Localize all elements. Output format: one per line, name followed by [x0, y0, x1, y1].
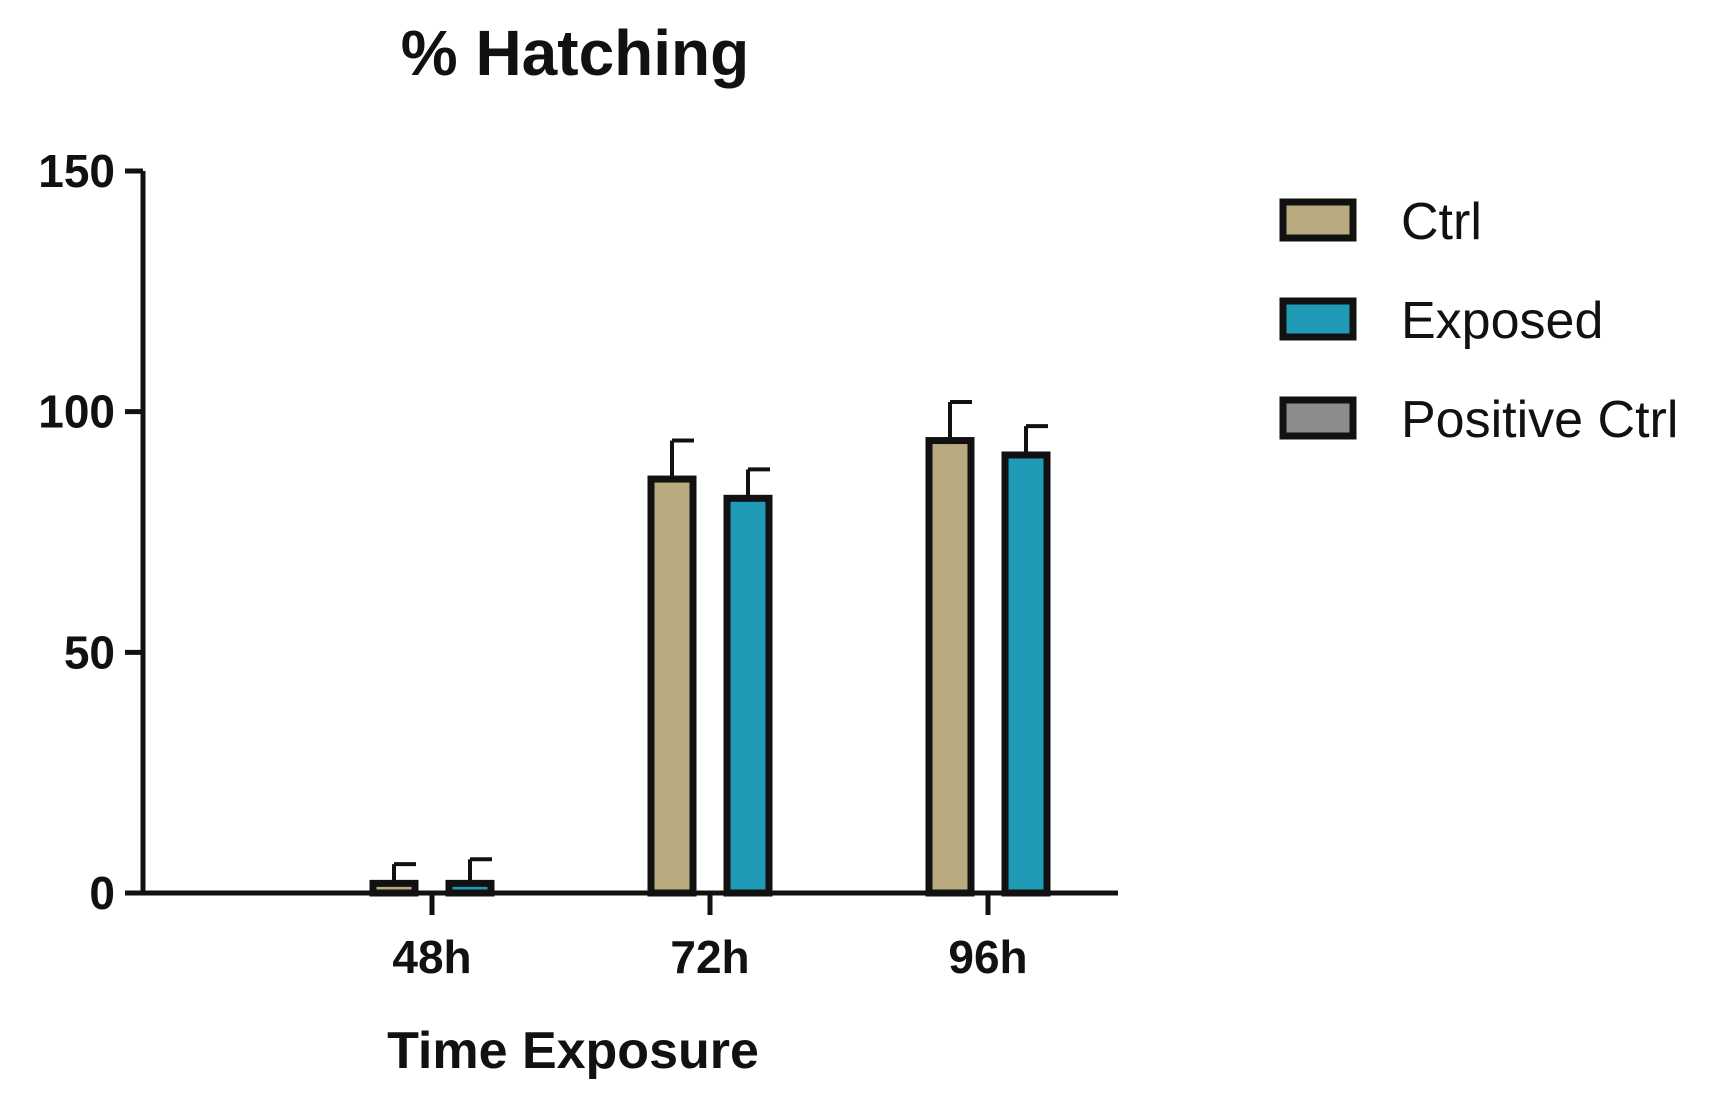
- legend: Ctrl Exposed Positive Ctrl: [1279, 193, 1678, 449]
- y-tick-label: 100: [38, 386, 115, 438]
- legend-swatch: [1279, 297, 1357, 341]
- x-tick-label: 48h: [392, 931, 471, 983]
- legend-swatch: [1279, 198, 1357, 242]
- legend-label: Ctrl: [1401, 193, 1482, 251]
- y-tick-label: 150: [38, 145, 115, 197]
- legend-label: Exposed: [1401, 292, 1603, 350]
- y-tick-label: 0: [89, 867, 115, 919]
- x-axis-title: Time Exposure: [387, 1022, 759, 1080]
- legend-swatch: [1279, 396, 1357, 440]
- bars-group: [369, 437, 1051, 897]
- bar-ctrl-96h: [925, 437, 975, 897]
- legend-label: Positive Ctrl: [1401, 391, 1678, 449]
- bar-ctrl-72h: [647, 475, 697, 897]
- error-bars-group: [392, 400, 1048, 884]
- bar-exposed-72h: [723, 494, 773, 897]
- bar-exposed-96h: [1001, 451, 1051, 897]
- y-axis: 0 50 100 150: [38, 145, 146, 919]
- x-tick-label: 96h: [948, 931, 1027, 983]
- x-tick-label: 72h: [670, 931, 749, 983]
- x-axis: 48h 72h 96h: [141, 890, 1118, 983]
- y-tick-label: 50: [64, 626, 115, 678]
- chart-title: % Hatching: [401, 17, 749, 89]
